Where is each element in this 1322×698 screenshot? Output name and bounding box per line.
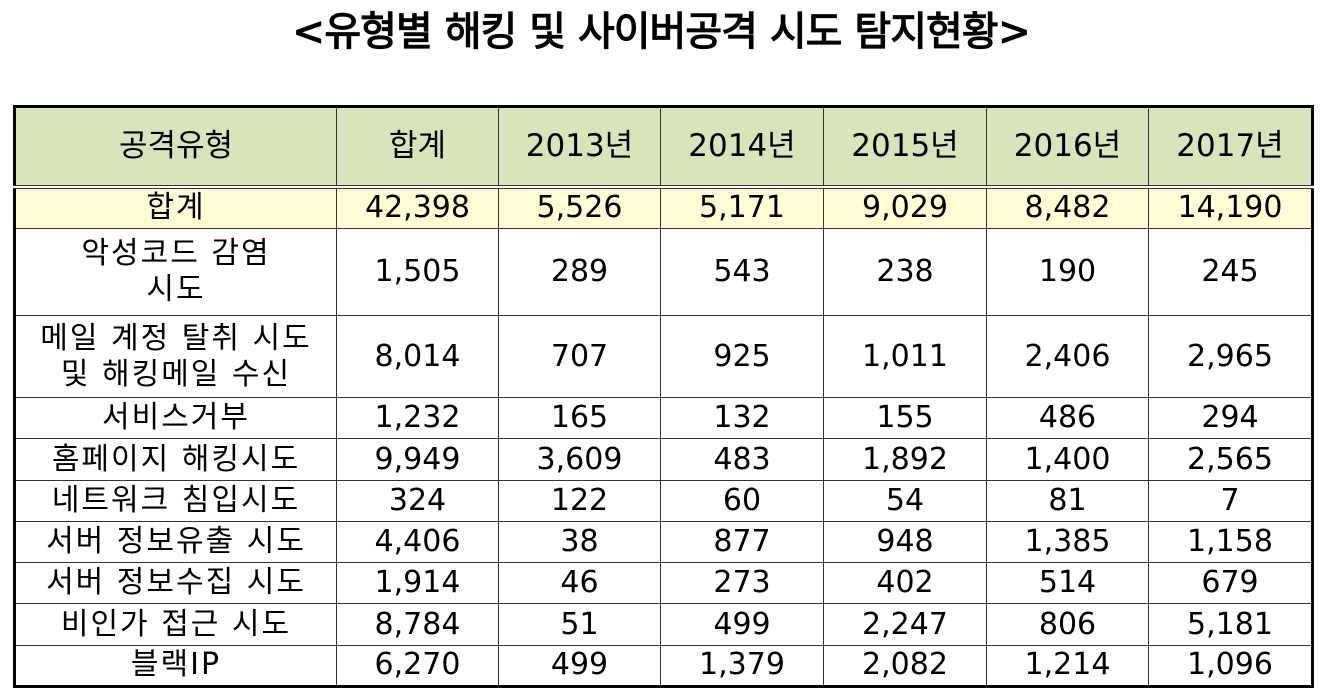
table-row: 메일 계정 탈취 시도 및 해킹메일 수신 8,014 707 925 1,011 2,40… — [14, 314, 1313, 399]
cell-2013년: 38 — [498, 520, 661, 564]
cell-2017년: 1,158 — [1148, 520, 1313, 564]
cell-2014년: 877 — [660, 520, 824, 564]
cell-2015년: 402 — [823, 562, 987, 605]
row-label-text: 블랙IP — [130, 647, 222, 683]
table-row: 블랙IP 6,270 499 1,379 2,082 1,214 1,096 — [14, 644, 1313, 688]
cell-2014년: 132 — [660, 397, 824, 440]
cell-2014년: 273 — [660, 562, 824, 605]
cell-2015년: 54 — [823, 479, 987, 522]
cell-2015년: 238 — [823, 228, 987, 316]
cell-2016년: 1,385 — [986, 520, 1149, 564]
cell-2016년: 486 — [986, 397, 1149, 440]
header-row: 공격유형 합계 2013년 2014년 2015년 2016년 2017년 — [14, 106, 1313, 189]
cell-2015년: 155 — [823, 397, 987, 440]
column-header-type: 공격유형 — [14, 106, 337, 189]
cell-2013년: 51 — [498, 603, 661, 646]
cell-2017년: 294 — [1148, 397, 1313, 440]
table-row: 악성코드 감염 시도 1,505 289 543 238 190 245 — [14, 228, 1313, 316]
cell-2016년: 1,214 — [986, 644, 1149, 688]
cell-합계: 8,784 — [336, 603, 499, 646]
cell-2014년: 925 — [660, 314, 824, 399]
table-row: 네트워크 침입시도 324 122 60 54 81 7 — [14, 479, 1313, 522]
cell-2017년: 1,096 — [1148, 644, 1313, 688]
detection-table: 공격유형 합계 2013년 2014년 2015년 2016년 2017년 합계… — [13, 105, 1314, 688]
cell-합계: 324 — [336, 479, 499, 522]
cell-합계: 8,014 — [336, 314, 499, 399]
column-header-2014: 2014년 — [660, 106, 824, 189]
cell-2017년: 2,565 — [1148, 438, 1313, 481]
column-header-2015: 2015년 — [823, 106, 987, 189]
cell-2015년: 9,029 — [823, 185, 987, 230]
row-label: 합계 — [14, 185, 337, 230]
cell-2016년: 190 — [986, 228, 1149, 316]
cell-2013년: 5,526 — [498, 185, 661, 230]
cell-2014년: 483 — [660, 438, 824, 481]
cell-2014년: 1,379 — [660, 644, 824, 688]
cell-합계: 4,406 — [336, 520, 499, 564]
cell-합계: 1,505 — [336, 228, 499, 316]
table-row: 서버 정보유출 시도 4,406 38 877 948 1,385 1,158 — [14, 520, 1313, 564]
column-header-2013: 2013년 — [498, 106, 661, 189]
row-label: 네트워크 침입시도 — [14, 479, 337, 522]
cell-2014년: 543 — [660, 228, 824, 316]
cell-2015년: 1,011 — [823, 314, 987, 399]
cell-2013년: 499 — [498, 644, 661, 688]
row-label: 메일 계정 탈취 시도 및 해킹메일 수신 — [14, 314, 337, 399]
cell-합계: 9,949 — [336, 438, 499, 481]
column-header-total: 합계 — [336, 106, 499, 189]
cell-2014년: 5,171 — [660, 185, 824, 230]
row-label: 블랙IP — [14, 644, 337, 688]
cell-2015년: 948 — [823, 520, 987, 564]
cell-2013년: 122 — [498, 479, 661, 522]
cell-합계: 1,914 — [336, 562, 499, 605]
row-label: 서비스거부 — [14, 397, 337, 440]
cell-2014년: 60 — [660, 479, 824, 522]
cell-2017년: 2,965 — [1148, 314, 1313, 399]
cell-2013년: 707 — [498, 314, 661, 399]
cell-2015년: 2,247 — [823, 603, 987, 646]
cell-2016년: 1,400 — [986, 438, 1149, 481]
row-label: 홈페이지 해킹시도 — [14, 438, 337, 481]
row-label: 악성코드 감염 시도 — [14, 228, 337, 316]
cell-합계: 6,270 — [336, 644, 499, 688]
table-row: 서버 정보수집 시도 1,914 46 273 402 514 679 — [14, 562, 1313, 605]
cell-2013년: 46 — [498, 562, 661, 605]
row-label: 비인가 접근 시도 — [14, 603, 337, 646]
cell-2017년: 5,181 — [1148, 603, 1313, 646]
page-title: <유형별 해킹 및 사이버공격 시도 탐지현황> — [291, 9, 1031, 55]
cell-2015년: 1,892 — [823, 438, 987, 481]
cell-2017년: 245 — [1148, 228, 1313, 316]
cell-2017년: 14,190 — [1148, 185, 1313, 230]
column-header-2016: 2016년 — [986, 106, 1149, 189]
table-row: 홈페이지 해킹시도 9,949 3,609 483 1,892 1,400 2,565 — [14, 438, 1313, 481]
cell-2017년: 679 — [1148, 562, 1313, 605]
cell-2016년: 2,406 — [986, 314, 1149, 399]
table-row: 비인가 접근 시도 8,784 51 499 2,247 806 5,181 — [14, 603, 1313, 646]
column-header-2017: 2017년 — [1148, 106, 1313, 189]
cell-2014년: 499 — [660, 603, 824, 646]
cell-2016년: 514 — [986, 562, 1149, 605]
cell-합계: 42,398 — [336, 185, 499, 230]
cell-2013년: 165 — [498, 397, 661, 440]
cell-2017년: 7 — [1148, 479, 1313, 522]
cell-2013년: 289 — [498, 228, 661, 316]
cell-2013년: 3,609 — [498, 438, 661, 481]
total-row: 합계 42,398 5,526 5,171 9,029 8,482 14,190 — [14, 185, 1313, 230]
row-label: 서버 정보수집 시도 — [14, 562, 337, 605]
cell-2015년: 2,082 — [823, 644, 987, 688]
row-label: 서버 정보유출 시도 — [14, 520, 337, 564]
cell-2016년: 8,482 — [986, 185, 1149, 230]
cell-합계: 1,232 — [336, 397, 499, 440]
cell-2016년: 806 — [986, 603, 1149, 646]
cell-2016년: 81 — [986, 479, 1149, 522]
table-row: 서비스거부 1,232 165 132 155 486 294 — [14, 397, 1313, 440]
